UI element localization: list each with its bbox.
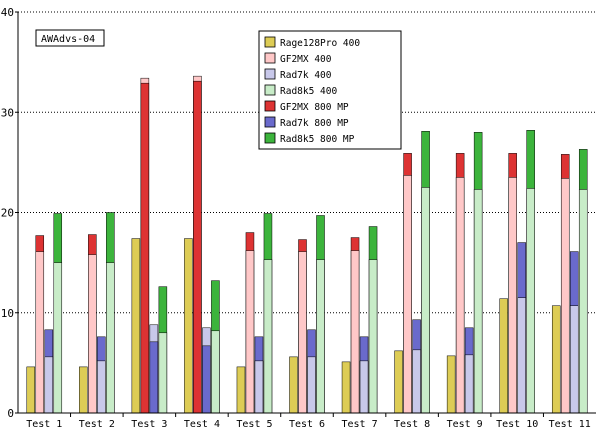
y-tick-label: 0 [7,407,14,420]
bar [97,360,106,414]
bar [44,356,54,414]
bar [79,366,88,414]
bar [464,354,474,414]
axes [17,12,596,414]
bar [316,259,325,414]
y-tick-label: 20 [1,207,14,220]
x-tick-label: Test 6 [289,419,325,430]
bar [403,175,412,414]
x-tick-label: Test 1 [26,419,62,430]
bar [211,330,220,414]
bar [289,356,298,414]
bar [446,355,456,414]
legend-label: Rad8k5 800 MP [280,134,355,145]
x-tick-label: Test 10 [496,419,538,430]
bar [508,177,517,414]
legend-label: Rad8k5 400 [280,86,337,97]
bar [140,82,150,414]
x-tick-label: Test 2 [79,419,115,430]
legend: Rage128Pro 400 GF2MX 400 Rad7k 400 Rad8k5 4… [258,30,402,150]
x-tick-label: Test 9 [447,419,483,430]
bar [263,259,273,414]
bar [455,177,465,414]
bar [499,298,508,414]
bar [236,366,246,414]
bar [394,350,403,414]
bar [551,305,561,414]
bar [245,250,255,414]
x-tick-label: Test 5 [236,419,272,430]
bar [88,254,97,414]
legend-swatch [264,116,276,128]
chart-title: AWAdvs-04 [41,34,95,45]
y-tick-label: 40 [1,6,14,19]
legend-label: Rad7k 400 [280,70,332,81]
x-tick-label: Test 4 [184,419,220,430]
x-axis-ticks: Test 1 Test 2 Test 3 Test 4 Test 5 Test 6 Test… [26,413,591,430]
legend-swatch [264,100,276,112]
bar [569,305,579,414]
bar [35,251,45,414]
x-tick-label: Test 3 [131,419,167,430]
legend-swatch [264,68,276,80]
bar [149,341,159,414]
y-tick-label: 10 [1,307,14,320]
y-tick-label: 30 [1,106,14,119]
legend-label: Rad7k 800 MP [280,118,349,129]
bar [158,332,168,414]
chart-title-box: AWAdvs-04 [35,29,105,47]
x-tick-label: Test 11 [549,419,591,430]
legend-swatch [264,84,276,96]
legend-label: GF2MX 400 [280,54,332,65]
bars [26,75,588,414]
bar [106,262,115,414]
bar [560,178,570,414]
bar [473,189,483,414]
bar [517,297,526,414]
bar [298,251,307,414]
bar [412,349,421,414]
bar [254,360,264,414]
bar [421,187,430,414]
bar [53,262,63,414]
x-tick-label: Test 7 [341,419,377,430]
bar [26,366,36,414]
legend-label: GF2MX 800 MP [280,102,349,113]
bar [350,250,360,414]
legend-label: Rage128Pro 400 [280,38,360,49]
y-axis-ticks: 0 10 20 30 40 [1,6,18,420]
legend-box [258,30,402,150]
bar [578,189,588,414]
bar [193,80,202,414]
legend-swatch [264,36,276,48]
x-tick-label: Test 8 [394,419,430,430]
bar [307,356,316,414]
bar [184,238,193,414]
bar [202,345,211,414]
bar [131,238,141,414]
bar [341,361,351,414]
bar [526,188,535,414]
legend-swatch [264,52,276,64]
bar [359,360,369,414]
legend-swatch [264,132,276,144]
bar [368,259,378,414]
